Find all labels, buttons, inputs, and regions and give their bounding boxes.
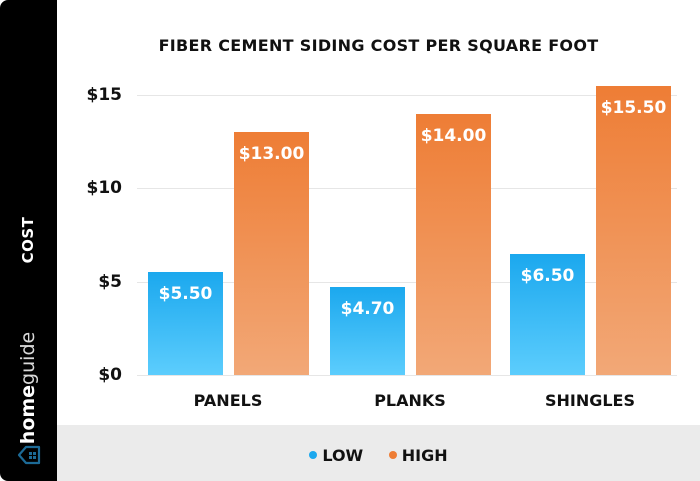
bar-value-label: $14.00: [420, 125, 487, 146]
x-category-label: PANELS: [193, 391, 263, 410]
brand-light: guide: [17, 331, 39, 385]
gridline: [137, 188, 677, 190]
bar-low-panels: $5.50: [148, 272, 223, 375]
bar-value-label: $5.50: [158, 284, 213, 305]
chart-title: FIBER CEMENT SIDING COST PER SQUARE FOOT: [158, 36, 599, 55]
y-tick-label: $0: [98, 365, 122, 385]
gridline: [137, 375, 677, 376]
bar-high-planks: $14.00: [416, 113, 491, 375]
bar-value-label: $15.50: [600, 97, 667, 118]
bar-high-shingles: $15.50: [596, 85, 671, 375]
bar-low-shingles: $6.50: [510, 253, 585, 375]
house-icon: [17, 445, 41, 465]
high-dot-icon: [388, 451, 397, 459]
brand-logo-text: homeguide: [17, 332, 39, 444]
legend-band: [57, 425, 700, 481]
gridline: [137, 95, 677, 96]
legend-item-low: LOW: [309, 446, 363, 465]
y-axis-label: COST: [19, 216, 37, 264]
low-dot-icon: [309, 451, 318, 459]
bar-low-planks: $4.70: [330, 287, 405, 375]
x-category-label: SHINGLES: [544, 391, 636, 410]
bar-value-label: $13.00: [238, 144, 305, 165]
y-tick-label: $5: [98, 271, 122, 292]
legend-label-low: LOW: [322, 445, 364, 465]
legend-item-high: HIGH: [388, 445, 448, 465]
y-tick-label: $15: [86, 85, 123, 105]
brand-bold: home: [17, 384, 39, 445]
legend: LOW HIGH: [57, 444, 700, 465]
bar-value-label: $4.70: [340, 299, 395, 320]
bar-value-label: $6.50: [520, 265, 575, 286]
bar-high-panels: $13.00: [234, 132, 309, 375]
gridline: [137, 281, 677, 283]
legend-label-high: HIGH: [401, 445, 448, 465]
y-tick-label: $10: [86, 178, 123, 199]
sidebar: COST homeguide: [0, 0, 57, 481]
x-category-label: PLANKS: [374, 391, 446, 410]
